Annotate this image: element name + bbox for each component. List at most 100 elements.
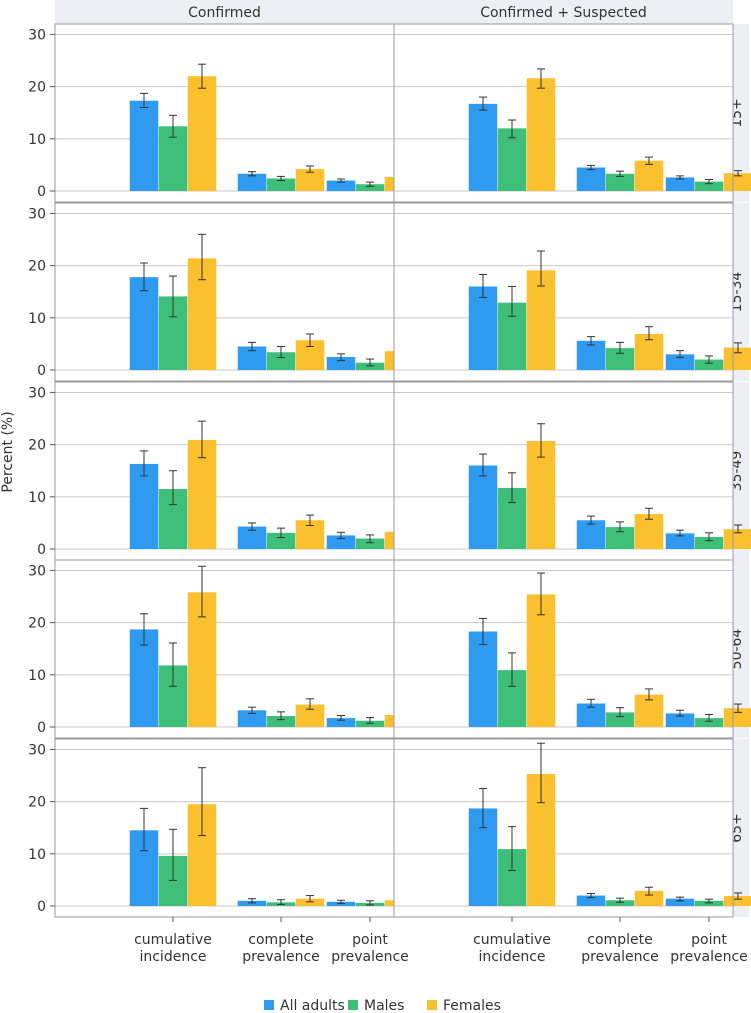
bar xyxy=(129,629,159,727)
bar xyxy=(526,594,556,727)
bar xyxy=(605,348,635,370)
panel xyxy=(393,559,751,739)
column-strip-label: Confirmed + Suspected xyxy=(480,5,647,21)
bar xyxy=(295,704,325,727)
bar xyxy=(468,286,498,370)
y-tick-label: 0 xyxy=(37,899,46,915)
bar xyxy=(665,898,695,906)
x-tick-label: prevalence xyxy=(581,949,659,965)
y-tick-label: 10 xyxy=(28,668,46,684)
y-tick-label: 20 xyxy=(28,438,46,454)
x-tick-label: incidence xyxy=(478,949,545,965)
bar xyxy=(694,718,724,727)
x-tick-label: prevalence xyxy=(242,949,320,965)
bar xyxy=(326,535,356,549)
panel-background xyxy=(55,203,394,381)
bar xyxy=(187,76,217,191)
panel-background xyxy=(394,560,733,738)
panel: 0 10 20 30 xyxy=(28,559,414,739)
x-tick-label: prevalence xyxy=(331,949,409,965)
y-tick-label: 20 xyxy=(28,616,46,632)
x-tick-label: complete xyxy=(248,932,313,948)
bar xyxy=(237,900,267,906)
panel-border xyxy=(393,202,734,382)
bar xyxy=(129,463,159,549)
bar xyxy=(665,177,695,191)
panel-background xyxy=(55,560,394,738)
bar xyxy=(326,901,356,906)
bar xyxy=(605,900,635,906)
y-tick-label: 0 xyxy=(37,542,46,558)
y-tick-label: 30 xyxy=(28,742,46,758)
bar xyxy=(694,181,724,191)
bar xyxy=(634,160,664,191)
row-strip xyxy=(733,24,749,202)
x-tick-label: point xyxy=(691,932,727,948)
y-axis-title: Percent (%) xyxy=(0,411,16,492)
row-strip xyxy=(733,560,749,738)
y-tick-label: 30 xyxy=(28,206,46,222)
x-tick-label: incidence xyxy=(139,949,206,965)
panel: 0 10 20 30 xyxy=(28,23,414,203)
panel xyxy=(393,738,751,918)
bar xyxy=(237,173,267,191)
y-tick-label: 10 xyxy=(28,132,46,148)
bar xyxy=(468,631,498,727)
bar xyxy=(723,896,751,906)
row-strip xyxy=(733,382,749,560)
y-tick-label: 20 xyxy=(28,259,46,275)
legend-swatch xyxy=(427,1000,437,1010)
bar xyxy=(266,532,296,549)
panel xyxy=(393,202,751,382)
bar xyxy=(129,277,159,370)
y-tick-label: 30 xyxy=(28,27,46,43)
panel-background xyxy=(394,739,733,917)
bar xyxy=(266,178,296,191)
panel-background xyxy=(394,382,733,560)
y-tick-label: 10 xyxy=(28,490,46,506)
legend-item: All adults xyxy=(264,998,345,1013)
bar xyxy=(723,708,751,727)
y-tick-label: 20 xyxy=(28,80,46,96)
legend-label: All adults xyxy=(280,998,345,1013)
x-tick-label: cumulative xyxy=(134,932,212,948)
bar xyxy=(605,527,635,549)
bar xyxy=(237,526,267,549)
bar xyxy=(266,352,296,370)
y-tick-label: 20 xyxy=(28,795,46,811)
bar xyxy=(237,346,267,370)
column-strip-label: Confirmed xyxy=(188,5,261,21)
panel: 0 10 20 30 xyxy=(28,202,414,382)
bar xyxy=(665,354,695,370)
bar xyxy=(295,898,325,906)
y-tick-label: 10 xyxy=(28,847,46,863)
bar xyxy=(576,895,606,906)
legend-item: Females xyxy=(427,998,501,1013)
bar xyxy=(326,180,356,191)
panel-border xyxy=(393,738,734,918)
bar xyxy=(694,359,724,370)
bar xyxy=(355,184,385,191)
column-strip xyxy=(394,0,733,24)
bar xyxy=(526,440,556,549)
bar xyxy=(526,270,556,370)
bar xyxy=(634,890,664,906)
bar xyxy=(129,100,159,191)
bar xyxy=(326,718,356,727)
column-strip xyxy=(55,0,394,24)
bar xyxy=(355,362,385,370)
bar xyxy=(576,520,606,549)
y-tick-label: 0 xyxy=(37,184,46,200)
panel-background xyxy=(55,382,394,560)
bar xyxy=(694,536,724,549)
y-tick-label: 0 xyxy=(37,720,46,736)
bar xyxy=(295,169,325,191)
bar xyxy=(355,538,385,549)
legend-swatch xyxy=(264,1000,274,1010)
bar xyxy=(266,716,296,727)
bar xyxy=(576,703,606,727)
panel: 0 10 20 30 xyxy=(28,381,414,561)
bar xyxy=(634,514,664,549)
panel-background xyxy=(55,739,394,917)
